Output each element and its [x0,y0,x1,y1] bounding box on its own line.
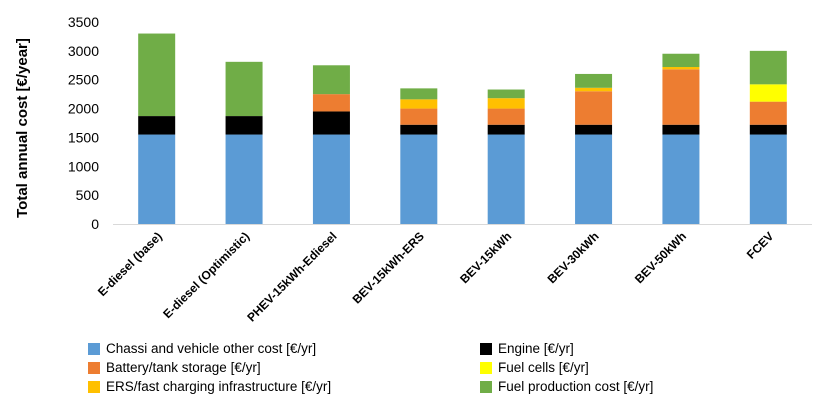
legend-label: Fuel cells [€/yr] [498,360,589,375]
bar-segment [312,94,350,112]
bar-segment [749,84,787,102]
bar-segment [487,89,525,99]
y-axis-label: Total annual cost [€/year] [14,38,31,218]
bar-segment [749,124,787,135]
x-tick-label: PHEV-15kWh-Ediesel [244,229,339,324]
bar-segment [575,124,613,135]
legend-item: Chassi and vehicle other cost [€/yr] [88,341,316,356]
bar-segment [487,134,525,224]
x-tick-label: BEV-30kWh [545,229,602,286]
x-tick-label: FCEV [744,229,777,262]
bar-segment [487,98,525,109]
y-tick-label: 3500 [68,14,99,30]
bar-segment [662,53,700,68]
legend-label: Engine [€/yr] [498,341,574,356]
bar-segment [225,61,263,117]
bar-segment [225,134,263,224]
y-tick-label: 1000 [68,158,99,174]
x-tick-label: BEV-15kWh-ERS [350,229,427,306]
bar-segment [138,116,176,135]
bar-segment [575,134,613,224]
legend-label: Fuel production cost [€/yr] [498,379,654,394]
bar-segment [312,65,350,95]
bar-segment [662,124,700,135]
bar-segment [487,108,525,125]
legend-label: Battery/tank storage [€/yr] [106,360,261,375]
bar-segment [662,134,700,224]
stacked-bar-chart: 0 500 1000 1500 2000 2500 3000 3500 E-diesel (b… [14,14,812,324]
bar-segment [749,50,787,85]
legend-label: ERS/fast charging infrastructure [€/yr] [106,379,332,394]
bar-segment [312,134,350,224]
bar-segment [138,134,176,224]
x-tick-label: BEV-15kWh [457,229,514,286]
y-tick-label: 1500 [68,129,99,145]
y-axis: 0 500 1000 1500 2000 2500 3000 3500 [68,14,99,232]
y-tick-label: 500 [76,187,100,203]
bar-segment [400,134,438,224]
legend-item: Engine [€/yr] [480,341,574,356]
legend-item: Fuel cells [€/yr] [480,360,589,375]
legend-item: Fuel production cost [€/yr] [480,379,653,394]
bar-segment [400,124,438,135]
bar-segment [138,33,176,117]
bar-segment [749,134,787,224]
legend-swatch [88,342,100,355]
bars [138,33,787,224]
bar-segment [575,91,613,125]
bar-segment [662,67,700,70]
x-tick-label: E-diesel (base) [95,229,165,299]
bar-segment [225,116,263,135]
y-tick-label: 2500 [68,72,99,88]
bar-segment [400,99,438,109]
bar-segment [400,108,438,125]
x-tick-label: E-diesel (Optimistic) [160,229,252,321]
bar-segment [487,124,525,135]
bar-segment [575,73,613,88]
x-axis: E-diesel (base)E-diesel (Optimistic)PHEV… [95,224,812,324]
legend-swatch [480,380,492,393]
legend-swatch [88,380,100,393]
y-tick-label: 3000 [68,43,99,59]
legend-item: Battery/tank storage [€/yr] [88,360,261,375]
legend-label: Chassi and vehicle other cost [€/yr] [106,341,317,356]
bar-segment [749,101,787,125]
legend-swatch [88,361,100,374]
bar-segment [662,69,700,125]
y-tick-label: 0 [91,216,99,232]
legend-item: ERS/fast charging infrastructure [€/yr] [88,379,331,394]
bar-segment [400,88,438,100]
y-tick-label: 2000 [68,101,99,117]
legend-swatch [480,342,492,355]
bar-segment [312,111,350,135]
legend-swatch [480,361,492,374]
x-tick-label: BEV-50kWh [632,229,689,286]
bar-segment [575,87,613,92]
